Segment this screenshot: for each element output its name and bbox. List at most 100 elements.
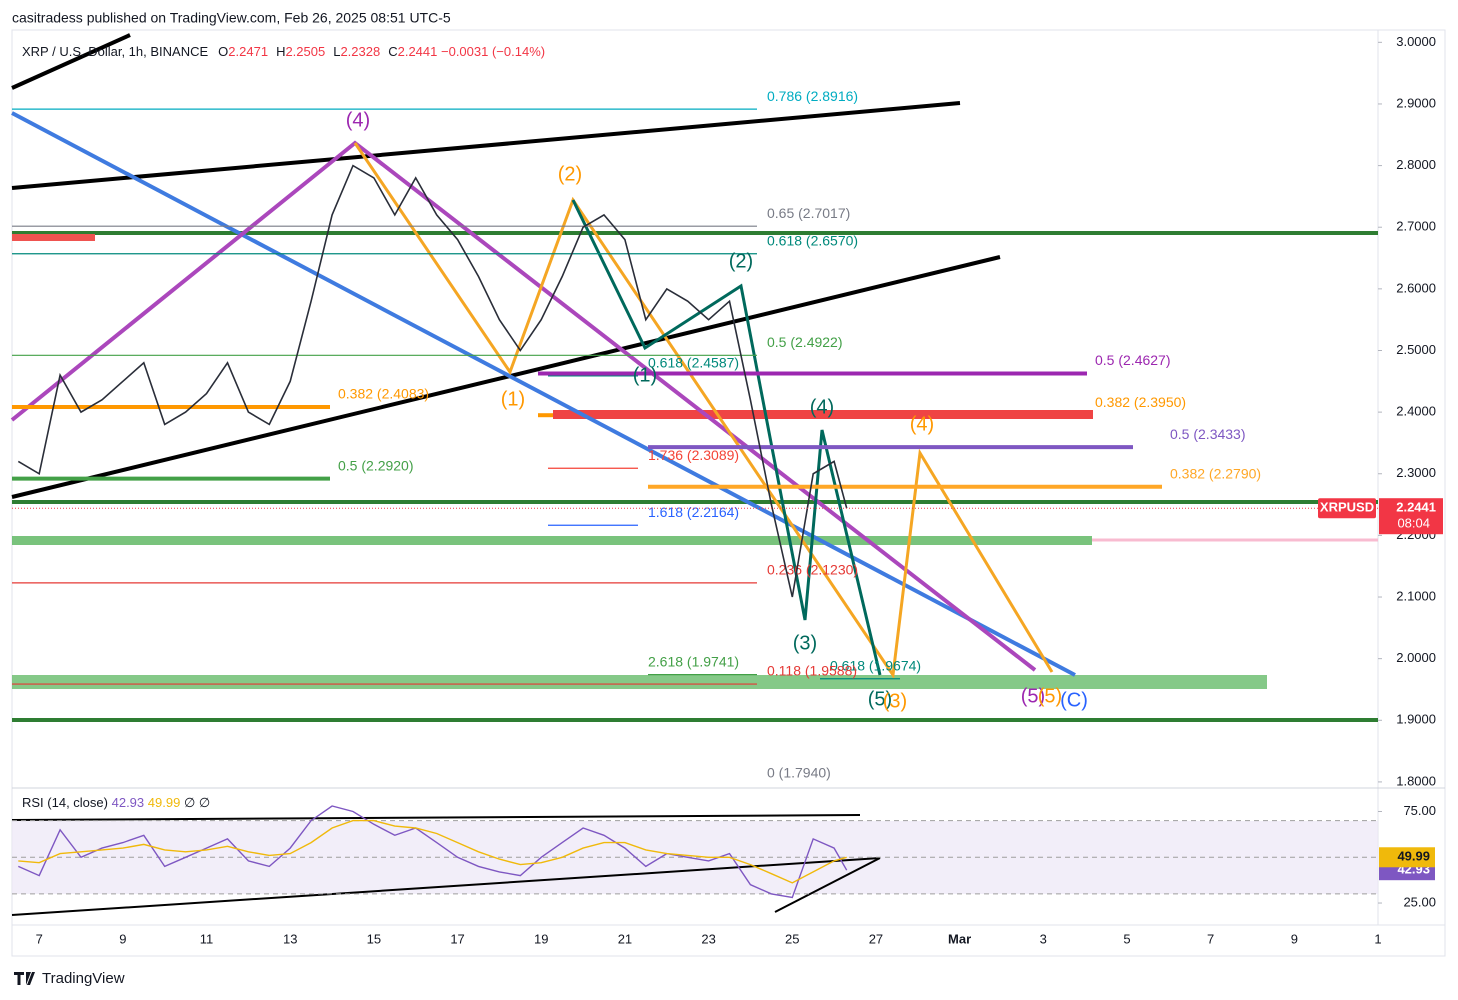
x-tick-label: 7 xyxy=(36,931,43,946)
price-line xyxy=(17,164,848,598)
x-tick-label: 15 xyxy=(367,931,381,946)
y-tick-label: 2.9000 xyxy=(1396,95,1436,110)
y-tick-label: 2.0000 xyxy=(1396,650,1436,665)
legend: XRP / U.S. Dollar, 1h, BINANCE O2.2471 H2.… xyxy=(22,44,545,59)
y-tick-label: 25.00 xyxy=(1403,894,1436,909)
fib-label: 0.382 (2.4083) xyxy=(338,386,429,402)
fib-label: 0.65 (2.7017) xyxy=(767,205,850,221)
trend-line xyxy=(11,33,131,90)
x-tick-label: 27 xyxy=(869,931,883,946)
y-tick-label: 1.8000 xyxy=(1396,773,1436,788)
y-tick-label: 2.8000 xyxy=(1396,157,1436,172)
rsi-title: RSI (14, close) xyxy=(22,795,108,810)
rsi-nulls: ∅ ∅ xyxy=(184,795,210,810)
trend-line xyxy=(774,857,881,913)
wave-label: (4) xyxy=(346,109,370,131)
wave-label: (1) xyxy=(633,364,657,386)
wave-path xyxy=(571,199,882,676)
ohlc-key: H xyxy=(276,44,285,59)
wave-label: (4) xyxy=(910,413,934,435)
fib-label: 0.5 (2.3433) xyxy=(1170,426,1246,442)
ohlc-key: C xyxy=(388,44,397,59)
symbol-tag-label: XRPUSD xyxy=(1320,500,1374,515)
zone xyxy=(12,536,1092,545)
x-tick-label: 19 xyxy=(534,931,548,946)
y-tick-label: 2.6000 xyxy=(1396,280,1436,295)
wave-label: (4) xyxy=(810,396,834,418)
wave-label: (5) xyxy=(1021,685,1045,707)
ohlc-value: 2.2471 xyxy=(228,44,268,59)
x-tick-label: 5 xyxy=(1123,931,1130,946)
fib-label: 0.382 (2.2790) xyxy=(1170,465,1261,481)
ohlc-value: 2.2441 xyxy=(398,44,438,59)
fib-label: 0.118 (1.9588) xyxy=(767,663,857,679)
y-tick-label: 2.3000 xyxy=(1396,465,1436,480)
fib-label: 2.618 (1.9741) xyxy=(648,653,739,669)
trend-line xyxy=(11,111,1076,677)
logo xyxy=(14,972,35,985)
fib-label: 0 (1.7940) xyxy=(767,764,831,780)
fib-label: 0.618 (2.6570) xyxy=(767,232,858,248)
ohlc-key: L xyxy=(333,44,340,59)
y-tick-label: 75.00 xyxy=(1403,803,1436,818)
fib-label: 0.236 (2.1230) xyxy=(767,562,858,578)
trend-line xyxy=(11,255,1001,499)
published-note: casitradess published on TradingView.com… xyxy=(12,10,451,26)
rsi-line xyxy=(18,805,848,899)
wave-label: (3) xyxy=(793,632,817,654)
fib-label: 0.5 (2.2920) xyxy=(338,457,414,473)
wave-label: (2) xyxy=(558,163,582,185)
chart-frame xyxy=(11,29,1446,957)
x-tick-label: Mar xyxy=(948,931,971,946)
zone xyxy=(12,675,1267,689)
zone xyxy=(12,234,95,241)
fib-label: 0.786 (2.8916) xyxy=(767,88,858,104)
zone xyxy=(553,410,1093,419)
x-tick-label: 1 xyxy=(1374,931,1381,946)
rsi-value: 42.93 xyxy=(112,795,145,810)
rsi-tag xyxy=(1379,847,1435,868)
wave-label: (5) xyxy=(1038,685,1062,707)
trend-line xyxy=(11,857,881,916)
ohlc-value: 2.2505 xyxy=(285,44,325,59)
fib-label: 0.618 (2.4587) xyxy=(648,355,739,371)
x-tick-label: 25 xyxy=(785,931,799,946)
fib-label: 0.5 (2.4922) xyxy=(767,334,843,350)
x-tick-label: 11 xyxy=(200,931,214,946)
x-tick-label: 9 xyxy=(119,931,126,946)
change: −0.0031 (−0.14%) xyxy=(441,44,545,59)
wave-label: (1) xyxy=(501,388,525,410)
price-tag-label: 2.2441 xyxy=(1396,500,1436,515)
wave-label: (3) xyxy=(883,690,907,712)
fib-label: 0.382 (2.3950) xyxy=(1095,394,1186,410)
fib-label: 0.5 (2.4627) xyxy=(1095,352,1171,368)
x-tick-label: 3 xyxy=(1040,931,1047,946)
y-tick-label: 1.9000 xyxy=(1396,712,1436,727)
wave-path xyxy=(353,142,1054,680)
symbol-tag xyxy=(1318,498,1376,519)
y-tick-label: 2.7000 xyxy=(1396,219,1436,234)
ma-value: 49.99 xyxy=(148,795,181,810)
y-tick-label: 3.0000 xyxy=(1396,34,1436,49)
x-tick-label: 17 xyxy=(450,931,464,946)
fib-label: 1.618 (2.2164) xyxy=(648,504,739,520)
rsi-line xyxy=(18,819,847,884)
fib-label: 1.736 (2.3089) xyxy=(648,447,739,463)
wave-label: (C) xyxy=(1060,689,1088,711)
drawings xyxy=(10,33,1378,916)
x-tick-label: 23 xyxy=(701,931,715,946)
y-tick-label: 2.1000 xyxy=(1396,588,1436,603)
y-tick-label: 2.5000 xyxy=(1396,342,1436,357)
trend-line xyxy=(11,814,861,821)
trend-line xyxy=(11,101,961,190)
countdown: 08:04 xyxy=(1397,516,1430,531)
footer-brand: TradingView xyxy=(42,970,125,987)
wave-label: (5) xyxy=(868,688,892,710)
symbol-title: XRP / U.S. Dollar, 1h, BINANCE xyxy=(22,44,208,59)
x-tick-label: 7 xyxy=(1207,931,1214,946)
y-tick-label: 2.4000 xyxy=(1396,404,1436,419)
wave-label: (2) xyxy=(729,250,753,272)
rsi-tag-label: 49.99 xyxy=(1397,849,1430,864)
